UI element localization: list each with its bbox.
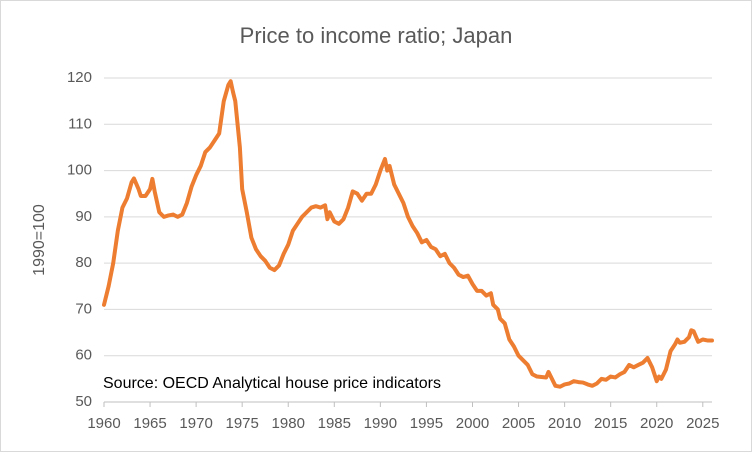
x-tick-label: 1975 xyxy=(225,415,258,432)
y-tick-label: 50 xyxy=(75,393,92,410)
x-tick-label: 1965 xyxy=(133,415,166,432)
x-tick-label: 1960 xyxy=(87,415,120,432)
x-tick-label: 2010 xyxy=(548,415,581,432)
y-tick-label: 120 xyxy=(67,69,92,86)
y-tick-label: 70 xyxy=(75,300,92,317)
x-tick-label: 2015 xyxy=(594,415,627,432)
x-tick-label: 2000 xyxy=(456,415,489,432)
data-line xyxy=(102,79,714,389)
y-tick-label: 60 xyxy=(75,347,92,364)
annotation: Source: OECD Analytical house price indi… xyxy=(103,375,441,392)
x-tick-label: 1970 xyxy=(179,415,212,432)
y-axis-label: 1990=100 xyxy=(31,204,48,276)
x-tick-label: 1985 xyxy=(318,415,351,432)
chart-title: Price to income ratio; Japan xyxy=(240,23,513,48)
y-tick-label: 90 xyxy=(75,208,92,225)
y-tick-label: 100 xyxy=(67,162,92,179)
x-tick-label: 2005 xyxy=(502,415,535,432)
x-tick-label: 2020 xyxy=(640,415,673,432)
x-tick-label: 1990 xyxy=(364,415,397,432)
x-tick-label: 1995 xyxy=(410,415,443,432)
x-tick-label: 2025 xyxy=(686,415,719,432)
y-tick-label: 80 xyxy=(75,254,92,271)
x-tick-label: 1980 xyxy=(272,415,305,432)
y-tick-label: 110 xyxy=(68,115,92,132)
